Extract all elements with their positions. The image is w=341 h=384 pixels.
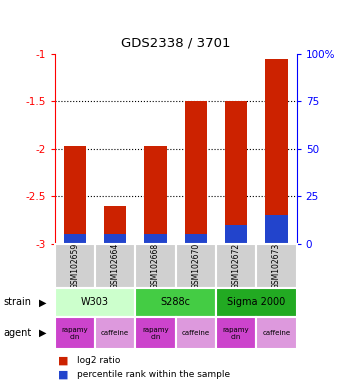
Text: strain: strain bbox=[3, 297, 31, 308]
Text: caffeine: caffeine bbox=[182, 330, 210, 336]
Bar bbox=[176, 317, 216, 349]
Bar bbox=[216, 244, 256, 288]
Bar bbox=[104, 234, 126, 244]
Text: rapamy
cin: rapamy cin bbox=[142, 327, 169, 339]
Bar bbox=[216, 288, 297, 317]
Bar bbox=[95, 244, 135, 288]
Bar bbox=[176, 244, 216, 288]
Bar bbox=[104, 206, 126, 244]
Bar bbox=[265, 58, 287, 244]
Text: W303: W303 bbox=[81, 297, 109, 308]
Bar bbox=[256, 244, 297, 288]
Bar bbox=[144, 234, 166, 244]
Text: S288c: S288c bbox=[161, 297, 191, 308]
Text: ▶: ▶ bbox=[39, 328, 46, 338]
Bar bbox=[55, 288, 135, 317]
Text: rapamy
cin: rapamy cin bbox=[61, 327, 88, 339]
Text: ■: ■ bbox=[58, 356, 69, 366]
Text: agent: agent bbox=[3, 328, 32, 338]
Bar bbox=[225, 225, 247, 244]
Bar bbox=[256, 317, 297, 349]
Text: caffeine: caffeine bbox=[263, 330, 291, 336]
Bar bbox=[55, 244, 95, 288]
Bar bbox=[135, 317, 176, 349]
Text: ▶: ▶ bbox=[39, 297, 46, 308]
Bar bbox=[265, 215, 287, 244]
Bar bbox=[95, 317, 135, 349]
Text: rapamy
cin: rapamy cin bbox=[223, 327, 250, 339]
Bar bbox=[225, 101, 247, 244]
Text: GSM102668: GSM102668 bbox=[151, 243, 160, 289]
Text: percentile rank within the sample: percentile rank within the sample bbox=[77, 370, 230, 379]
Text: GSM102670: GSM102670 bbox=[191, 243, 200, 289]
Text: ■: ■ bbox=[58, 370, 69, 380]
Text: GSM102659: GSM102659 bbox=[70, 243, 79, 289]
Bar bbox=[216, 317, 256, 349]
Bar bbox=[55, 317, 95, 349]
Text: GSM102673: GSM102673 bbox=[272, 243, 281, 289]
Bar bbox=[64, 234, 86, 244]
Bar bbox=[144, 146, 166, 244]
Text: log2 ratio: log2 ratio bbox=[77, 356, 120, 365]
Text: Sigma 2000: Sigma 2000 bbox=[227, 297, 285, 308]
Text: GSM102672: GSM102672 bbox=[232, 243, 241, 289]
Title: GDS2338 / 3701: GDS2338 / 3701 bbox=[121, 37, 231, 50]
Text: caffeine: caffeine bbox=[101, 330, 129, 336]
Bar bbox=[135, 244, 176, 288]
Text: GSM102664: GSM102664 bbox=[110, 243, 120, 289]
Bar bbox=[135, 288, 216, 317]
Bar bbox=[185, 101, 207, 244]
Bar bbox=[185, 234, 207, 244]
Bar bbox=[64, 146, 86, 244]
